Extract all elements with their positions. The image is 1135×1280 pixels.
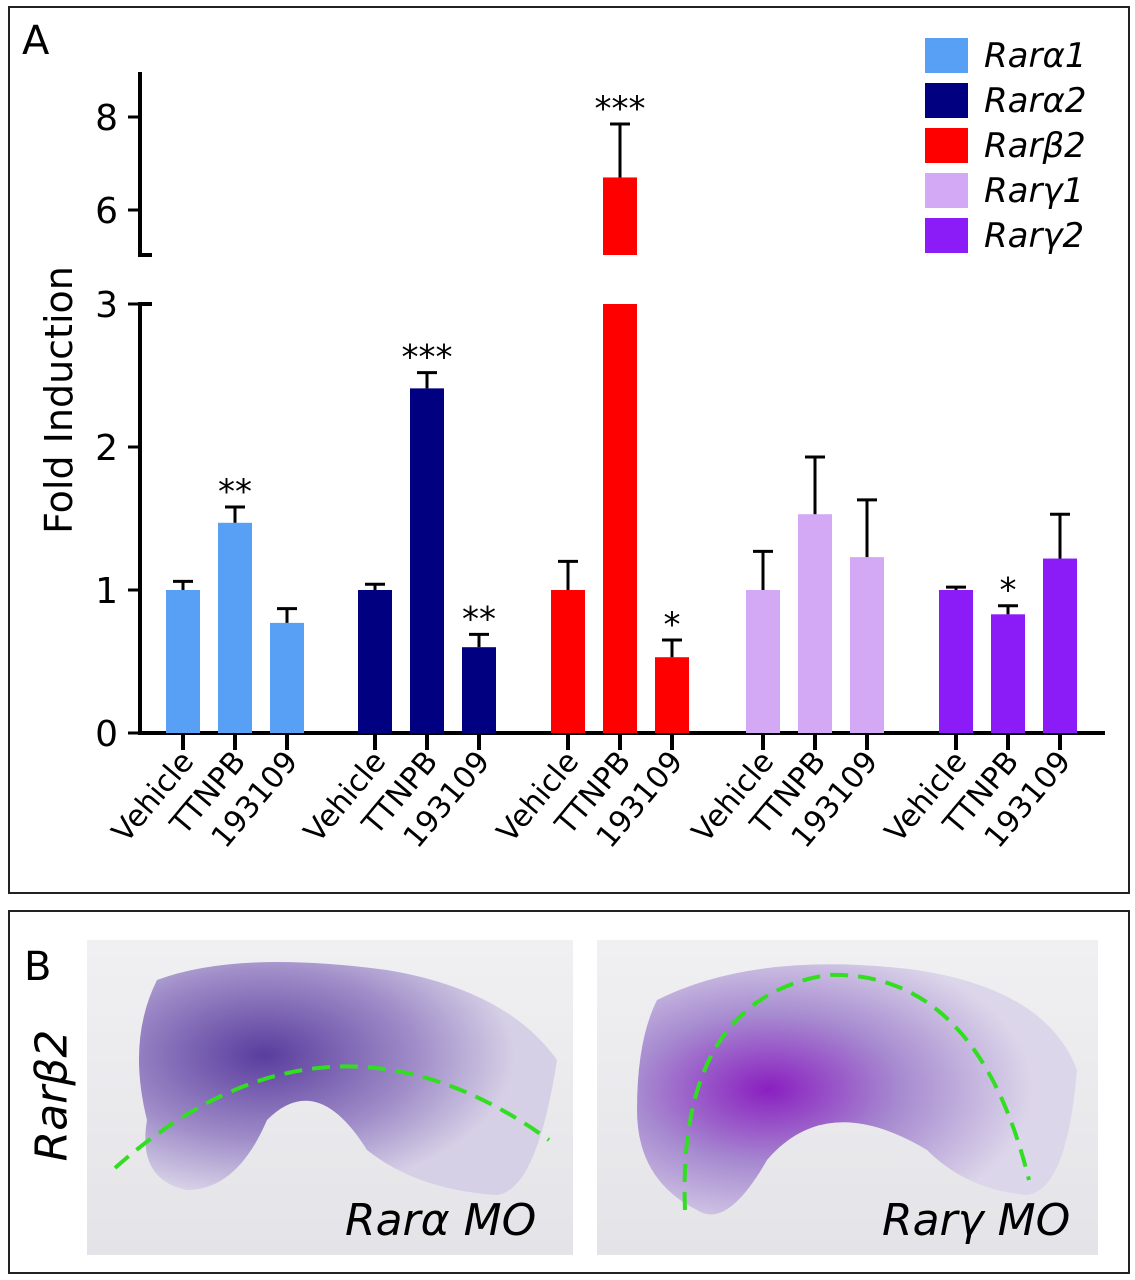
- bar: [358, 590, 392, 733]
- legend-label: Rarα2: [984, 81, 1086, 121]
- bar: [746, 590, 780, 733]
- significance-marker: *: [664, 605, 681, 645]
- legend-swatch: [925, 83, 968, 118]
- bar: [410, 388, 444, 733]
- legend-swatch: [925, 38, 968, 73]
- embryo-image-rara-mo: [87, 940, 573, 1255]
- legend-swatch: [925, 128, 968, 163]
- significance-marker: ***: [595, 89, 646, 129]
- bar: [798, 514, 832, 733]
- legend-swatch: [925, 173, 968, 208]
- bar: [939, 590, 973, 733]
- image-label: Rarγ MO: [882, 1195, 1071, 1246]
- y-tick-label: 3: [95, 285, 118, 326]
- bar: [603, 177, 637, 255]
- y-axis-label: Fold Induction: [37, 266, 81, 534]
- bar: [850, 557, 884, 733]
- y-tick-label: 1: [95, 571, 118, 612]
- row-label: Rarβ2: [26, 1029, 78, 1162]
- panel-a: [8, 6, 1130, 894]
- bar: [551, 590, 585, 733]
- legend-label: Rarγ2: [984, 216, 1084, 256]
- bar: [462, 647, 496, 733]
- significance-marker: **: [462, 599, 496, 639]
- bar: [270, 622, 304, 733]
- bar: [166, 590, 200, 733]
- panel-a-label: A: [22, 18, 50, 64]
- legend-swatch: [925, 218, 968, 253]
- embryo-drawing: [113, 962, 557, 1195]
- legend-label: Rarα1: [984, 36, 1086, 76]
- y-tick-label: 6: [95, 191, 118, 232]
- embryo-image-rarg-mo: [597, 940, 1098, 1255]
- legend-label: Rarγ1: [984, 171, 1084, 211]
- y-tick-label: 8: [95, 98, 118, 139]
- panel-b: [8, 910, 1130, 1274]
- significance-marker: **: [218, 472, 252, 512]
- significance-marker: *: [1000, 571, 1017, 611]
- y-tick-label: 0: [95, 714, 118, 755]
- bar: [1043, 558, 1077, 733]
- image-label: Rarα MO: [345, 1195, 537, 1246]
- panel-b-label: B: [24, 944, 52, 990]
- bar: [603, 304, 637, 733]
- embryo-drawing: [637, 964, 1077, 1215]
- bar: [991, 614, 1025, 733]
- legend-label: Rarβ2: [984, 126, 1086, 166]
- bar: [655, 657, 689, 733]
- bar: [218, 522, 252, 733]
- y-tick-label: 2: [95, 428, 118, 469]
- significance-marker: ***: [402, 338, 453, 378]
